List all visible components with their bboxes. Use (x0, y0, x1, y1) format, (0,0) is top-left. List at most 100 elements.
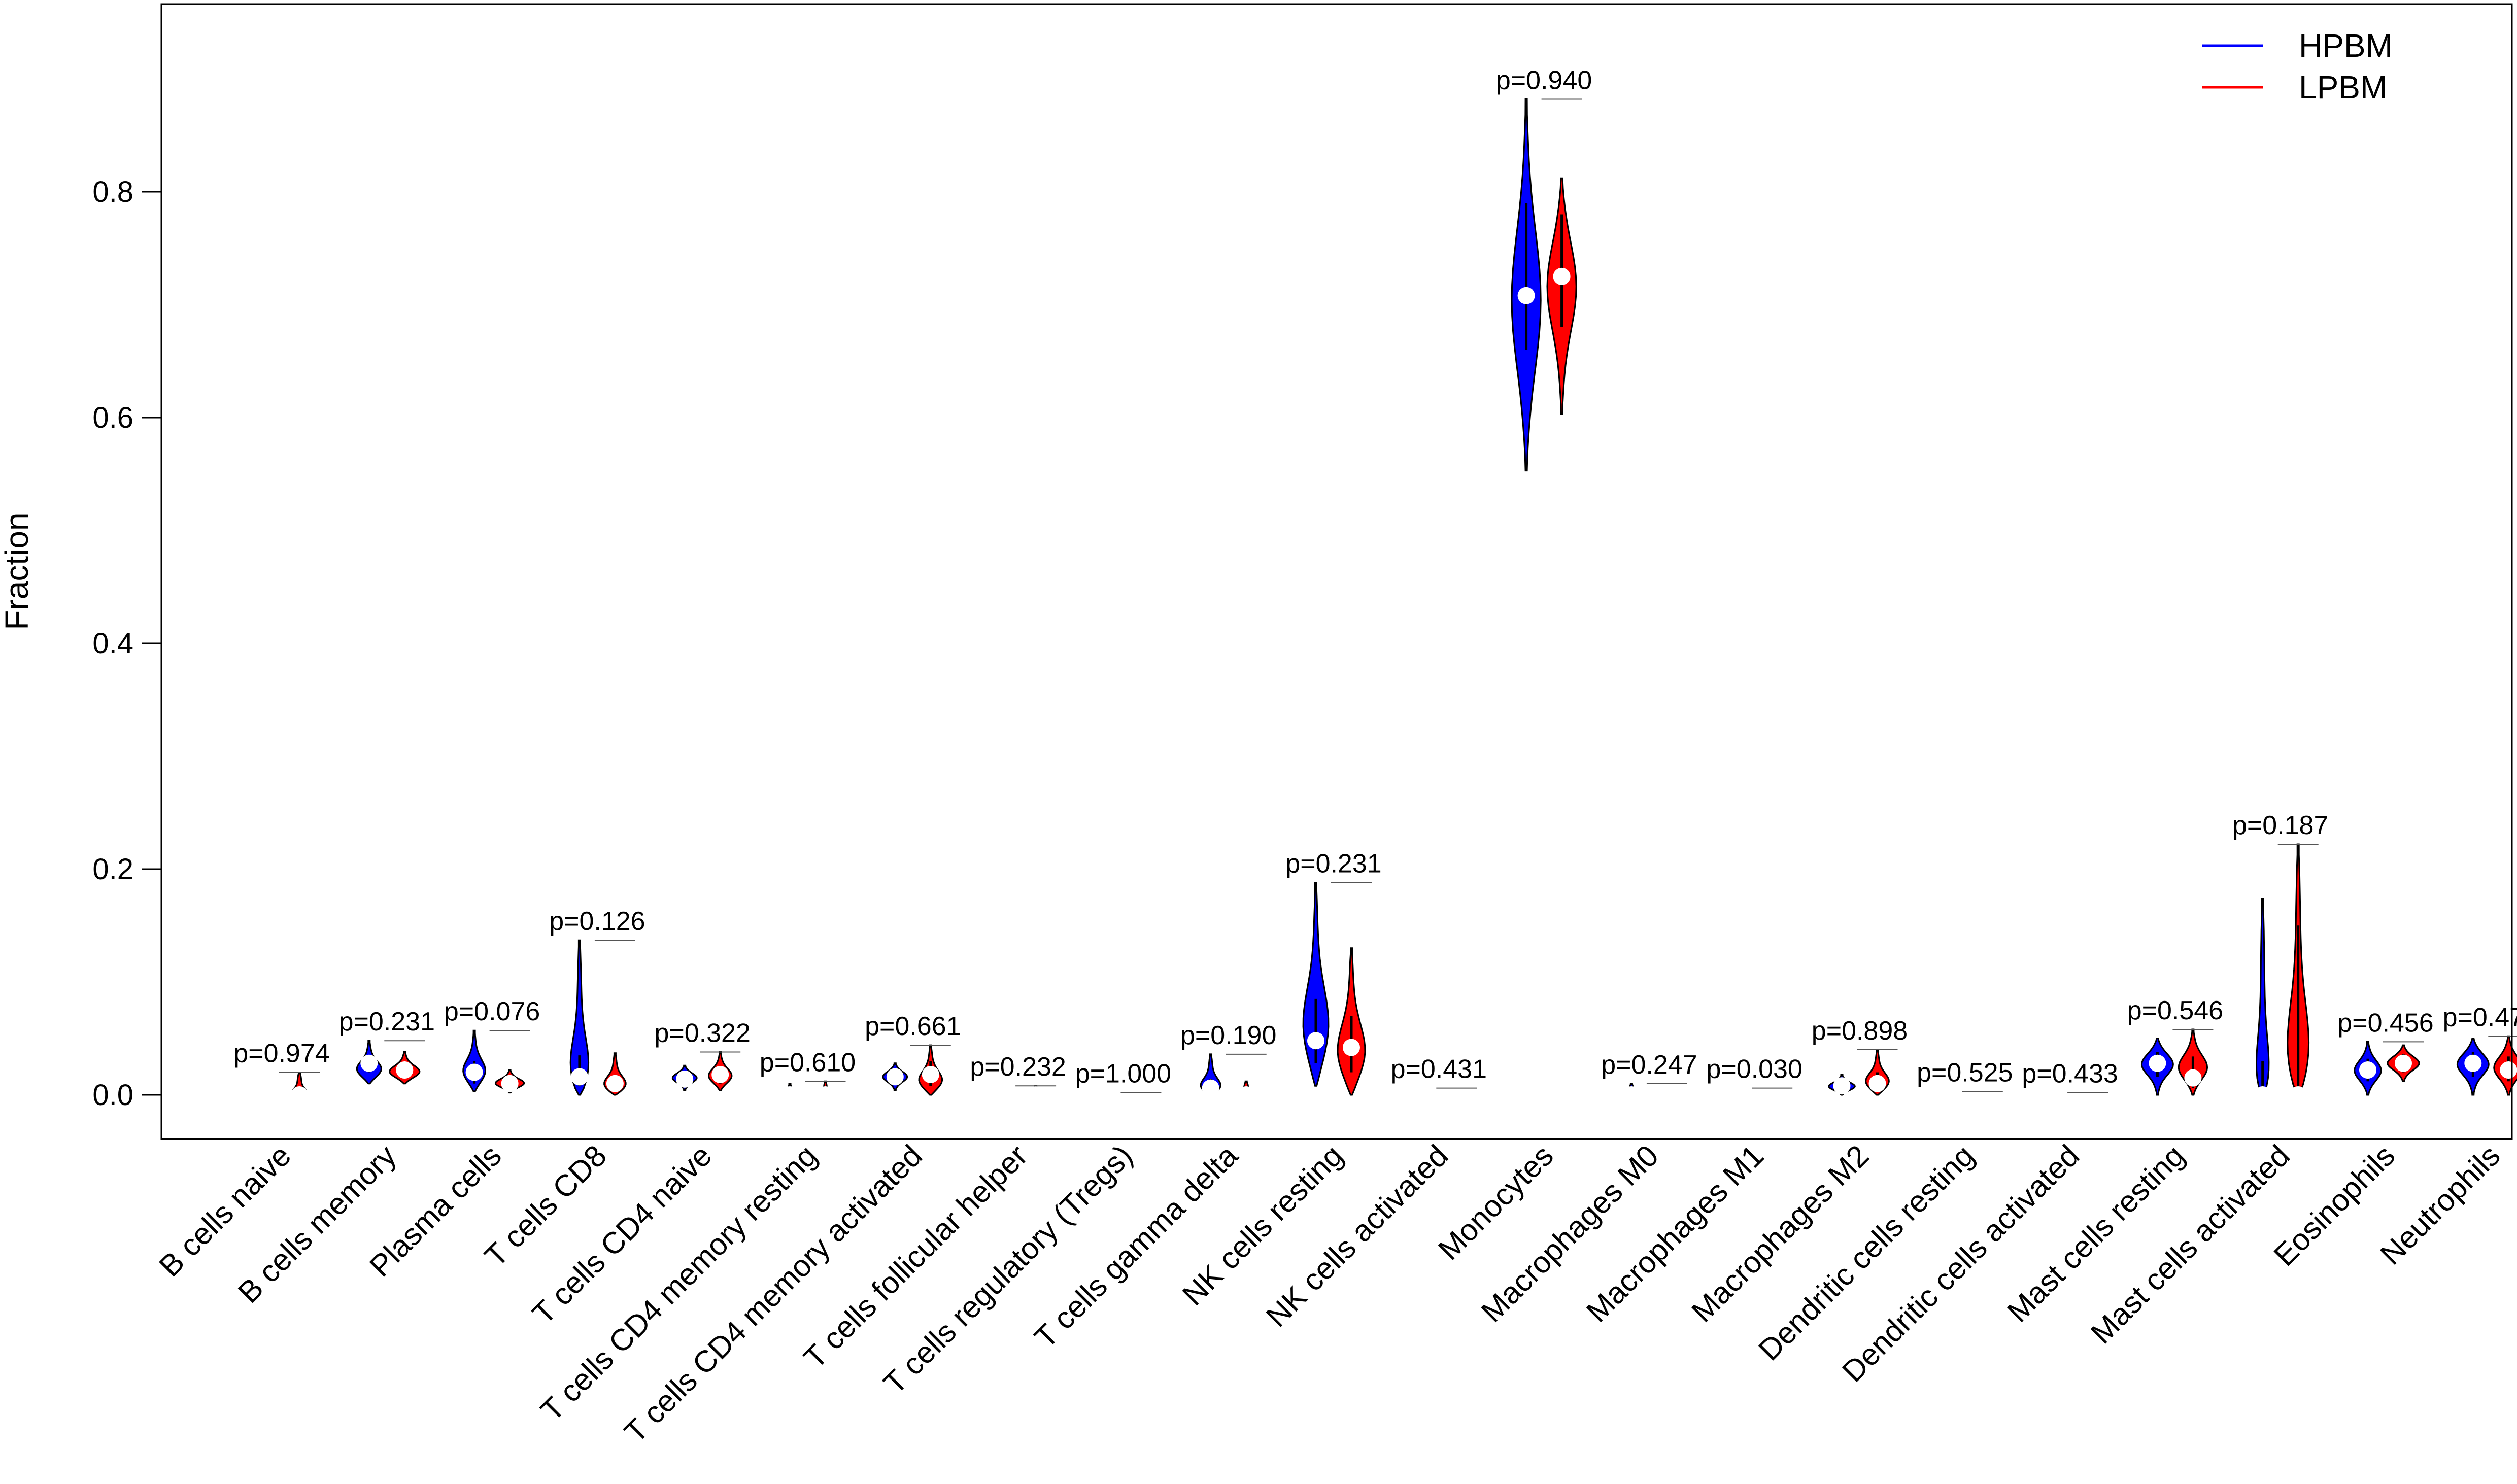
violin-lpbm (494, 1069, 525, 1094)
legend: HPBM LPBM (2202, 27, 2393, 106)
violin-median-dot (1448, 1086, 1466, 1103)
p-value-label: p=0.322 (654, 1018, 750, 1048)
p-value-layer: p=0.974 p=0.231 p=0.076 p=0.126 p=0.322 p=0.6… (233, 66, 2517, 1093)
p-value-label: p=0.431 (1391, 1055, 1487, 1084)
violin-hpbm (882, 1062, 908, 1091)
violin-median-dot (1763, 1086, 1781, 1103)
violin-median-dot (781, 1086, 799, 1103)
violin-median-dot (886, 1068, 904, 1086)
violin-hpbm (1828, 1074, 1856, 1096)
violin-body (2255, 898, 2270, 1096)
violin-lpbm (1132, 1086, 1150, 1103)
violin-hpbm (1097, 1086, 1114, 1103)
violin-median-dot (1202, 1079, 1219, 1097)
violin-median-dot (1868, 1075, 1886, 1092)
violin-lpbm (1546, 177, 1577, 415)
violin-hpbm (1412, 1086, 1430, 1103)
violin-median-dot (2500, 1061, 2517, 1079)
violin-hpbm (2254, 898, 2271, 1103)
p-value-label: p=0.456 (2337, 1008, 2433, 1038)
p-value-label: p=0.187 (2232, 811, 2328, 840)
violin-median-dot (2464, 1054, 2482, 1072)
violin-median-dot (255, 1086, 273, 1103)
legend-label-hpbm: HPBM (2299, 27, 2393, 64)
violin-median-dot (1132, 1086, 1150, 1103)
violin-lpbm (603, 1052, 627, 1096)
violin-median-dot (1658, 1086, 1676, 1103)
violin-median-dot (1412, 1086, 1430, 1103)
violin-median-dot (465, 1063, 483, 1081)
violin-lpbm (291, 1072, 308, 1103)
p-value-label: p=0.898 (1812, 1016, 1908, 1046)
p-value-label: p=0.661 (865, 1012, 961, 1041)
violin-median-dot (1027, 1086, 1045, 1103)
p-value-label: p=0.231 (1285, 849, 1381, 879)
violin-median-dot (2184, 1069, 2202, 1087)
violin-median-dot (992, 1086, 1009, 1103)
y-tick-label: 0.6 (92, 401, 133, 434)
violin-median-dot (1974, 1086, 1991, 1103)
y-tick-label: 0.4 (92, 627, 133, 660)
y-tick-label: 0.0 (92, 1079, 133, 1112)
violin-median-dot (2254, 1086, 2271, 1103)
violin-lpbm (2079, 1086, 2097, 1103)
violin-median-dot (570, 1068, 588, 1086)
p-value-label: p=0.546 (2127, 996, 2223, 1025)
violin-hpbm (992, 1086, 1009, 1103)
violin-median-dot (2079, 1086, 2097, 1103)
violin-hpbm (2044, 1086, 2061, 1103)
violin-lpbm (817, 1080, 834, 1103)
x-category-label: Macrophages M1 (1580, 1138, 1770, 1329)
violin-lpbm (2493, 1035, 2517, 1096)
x-category-label: NK cells activated (1260, 1138, 1455, 1334)
violin-median-dot (2395, 1054, 2412, 1072)
violin-lpbm (2287, 843, 2310, 1103)
violin-median-dot (2149, 1054, 2166, 1072)
violin-lpbm (707, 1051, 733, 1091)
violin-hpbm (1622, 1083, 1640, 1103)
violin-median-dot (1833, 1077, 1851, 1095)
violin-median-dot (1237, 1086, 1255, 1103)
x-category-label: Mast cells activated (2084, 1138, 2296, 1351)
violin-layer (255, 98, 2517, 1103)
violin-lpbm (1337, 947, 1366, 1096)
x-category-label: Dendritic cells resting (1752, 1138, 1981, 1367)
violin-lpbm (1658, 1086, 1676, 1103)
x-category-label: T cells gamma delta (1028, 1138, 1245, 1355)
violin-hpbm (462, 1029, 487, 1092)
violin-hpbm (2456, 1038, 2490, 1096)
violin-median-dot (922, 1065, 939, 1083)
y-tick-label: 0.2 (92, 853, 133, 886)
y-tick-label: 0.8 (92, 176, 133, 209)
violin-lpbm (1448, 1086, 1466, 1103)
violin-hpbm (255, 1086, 273, 1103)
violin-hpbm (1302, 882, 1330, 1087)
violin-median-dot (501, 1075, 519, 1092)
p-value-label: p=0.525 (1917, 1058, 2013, 1087)
p-value-label: p=0.126 (549, 907, 645, 936)
violin-lpbm (1237, 1080, 1255, 1103)
violin-median-dot (606, 1075, 624, 1092)
p-value-label: p=1.000 (1075, 1059, 1171, 1089)
violin-lpbm (1027, 1085, 1045, 1103)
violin-median-dot (360, 1054, 378, 1072)
violin-median-dot (1097, 1086, 1114, 1103)
p-value-label: p=0.076 (444, 997, 540, 1026)
violin-hpbm (2354, 1041, 2382, 1096)
violin-hpbm (671, 1064, 698, 1091)
violin-lpbm (389, 1051, 421, 1085)
p-value-label: p=0.030 (1706, 1055, 1802, 1084)
x-category-label: Mast cells resting (2000, 1138, 2191, 1329)
violin-body (569, 939, 590, 1096)
p-value-label: p=0.940 (1496, 66, 1592, 95)
plot-frame (160, 3, 2513, 1140)
p-value-label: p=0.974 (233, 1039, 329, 1068)
violin-median-dot (2359, 1061, 2376, 1079)
violin-hpbm (1938, 1086, 1956, 1103)
p-value-label: p=0.190 (1180, 1021, 1276, 1050)
violin-lpbm (2387, 1044, 2420, 1082)
p-value-label: p=0.231 (339, 1007, 435, 1037)
violin-median-dot (1343, 1039, 1360, 1056)
